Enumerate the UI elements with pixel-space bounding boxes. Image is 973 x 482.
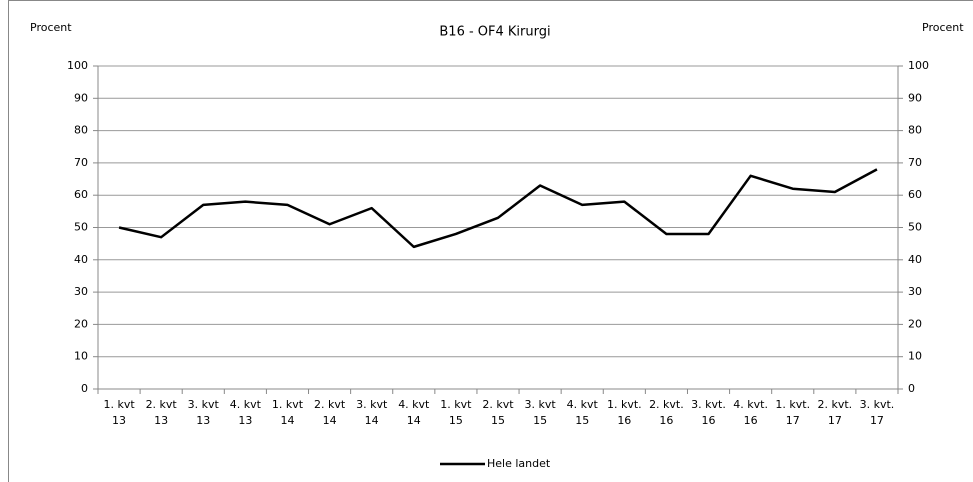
x-tick-label: 2. kvt 14 <box>314 398 346 427</box>
x-tick-label: 1. kvt 14 <box>272 398 304 427</box>
x-tick-label-line: 14 <box>323 414 337 427</box>
x-tick-label: 4. kvt. 16 <box>733 398 768 427</box>
chart-title: B16 - OF4 Kirurgi <box>439 25 550 40</box>
x-tick-label-line: 4. kvt. <box>733 398 768 411</box>
x-tick-label-line: 4. kvt <box>398 398 430 411</box>
x-tick-label: 3. kvt. 16 <box>691 398 726 427</box>
x-tick-label-line: 1. kvt. <box>775 398 810 411</box>
x-tick-label-line: 16 <box>744 414 758 427</box>
x-tick-label-line: 4. kvt <box>230 398 262 411</box>
x-tick-label: 4. kvt 13 <box>230 398 262 427</box>
x-tick-label-line: 1. kvt <box>103 398 135 411</box>
y-tick-label: 30 <box>74 285 88 298</box>
x-tick-label-line: 13 <box>154 414 168 427</box>
y-tick-label: 40 <box>74 253 88 266</box>
x-tick-label-line: 1. kvt <box>440 398 472 411</box>
x-tick-label-line: 2. kvt. <box>649 398 684 411</box>
x-tick-label-line: 3. kvt. <box>860 398 895 411</box>
x-tick-label: 1. kvt 13 <box>103 398 135 427</box>
x-tick-label-line: 17 <box>786 414 800 427</box>
x-tick-label-line: 15 <box>575 414 589 427</box>
x-tick-label-line: 2. kvt <box>146 398 178 411</box>
y-tick-label: 80 <box>74 124 88 137</box>
x-tick-label-line: 3. kvt <box>525 398 557 411</box>
x-tick-label-line: 3. kvt <box>356 398 388 411</box>
x-tick-label-line: 2. kvt. <box>817 398 852 411</box>
y2-tick-label: 20 <box>908 317 922 330</box>
x-tick-label-line: 14 <box>365 414 379 427</box>
x-tick-label-line: 2. kvt <box>314 398 346 411</box>
y2-tick-label: 0 <box>908 382 915 395</box>
y-tick-label: 0 <box>81 382 88 395</box>
x-tick-label-line: 16 <box>702 414 716 427</box>
y2-tick-label: 70 <box>908 156 922 169</box>
y-tick-label: 90 <box>74 91 88 104</box>
y-tick-label: 70 <box>74 156 88 169</box>
x-tick-label-line: 2. kvt <box>482 398 514 411</box>
y2-tick-label: 80 <box>908 124 922 137</box>
x-tick-label-line: 15 <box>533 414 547 427</box>
y2-tick-label: 90 <box>908 91 922 104</box>
x-tick-label-line: 16 <box>617 414 631 427</box>
x-tick-label-line: 1. kvt <box>272 398 304 411</box>
y-tick-label: 100 <box>67 59 88 72</box>
legend-label: Hele landet <box>487 457 551 470</box>
chart-frame <box>8 0 973 482</box>
x-tick-label-line: 13 <box>238 414 252 427</box>
data-line <box>118 168 878 249</box>
x-tick-label-line: 17 <box>870 414 884 427</box>
x-tick-label-line: 3. kvt. <box>691 398 726 411</box>
x-tick-label: 2. kvt. 16 <box>649 398 684 427</box>
x-tick-label-line: 14 <box>280 414 294 427</box>
x-tick-label-line: 1. kvt. <box>607 398 642 411</box>
y-tick-label: 10 <box>74 350 88 363</box>
x-tick-label: 2. kvt 15 <box>482 398 514 427</box>
x-tick-label: 1. kvt. 17 <box>775 398 810 427</box>
y-tick-label: 50 <box>74 221 88 234</box>
x-tick-label-line: 13 <box>196 414 210 427</box>
x-tick-label: 2. kvt 13 <box>146 398 178 427</box>
x-tick-label-line: 4. kvt <box>567 398 599 411</box>
x-tick-label: 3. kvt 15 <box>525 398 557 427</box>
x-tick-label-line: 13 <box>112 414 126 427</box>
x-tick-label: 2. kvt. 17 <box>817 398 852 427</box>
y-tick-label: 20 <box>74 317 88 330</box>
x-tick-label-line: 3. kvt <box>188 398 220 411</box>
x-tick-label-line: 16 <box>659 414 673 427</box>
x-tick-label: 3. kvt 13 <box>188 398 220 427</box>
y2-axis-label: Procent <box>922 21 964 34</box>
y2-tick-label: 60 <box>908 188 922 201</box>
x-tick-label: 3. kvt. 17 <box>860 398 895 427</box>
x-tick-label: 4. kvt 15 <box>567 398 599 427</box>
y2-tick-label: 100 <box>908 59 929 72</box>
x-tick-label-line: 15 <box>449 414 463 427</box>
y2-tick-label: 10 <box>908 350 922 363</box>
x-tick-label: 1. kvt 15 <box>440 398 472 427</box>
x-tick-label: 1. kvt. 16 <box>607 398 642 427</box>
x-tick-label: 3. kvt 14 <box>356 398 388 427</box>
x-tick-label-line: 15 <box>491 414 505 427</box>
x-tick-label-line: 14 <box>407 414 421 427</box>
y2-tick-label: 50 <box>908 221 922 234</box>
x-tick-label-line: 17 <box>828 414 842 427</box>
x-tick-label: 4. kvt 14 <box>398 398 430 427</box>
y2-tick-label: 30 <box>908 285 922 298</box>
y-tick-label: 60 <box>74 188 88 201</box>
y2-tick-label: 40 <box>908 253 922 266</box>
y-axis-label: Procent <box>30 21 72 34</box>
